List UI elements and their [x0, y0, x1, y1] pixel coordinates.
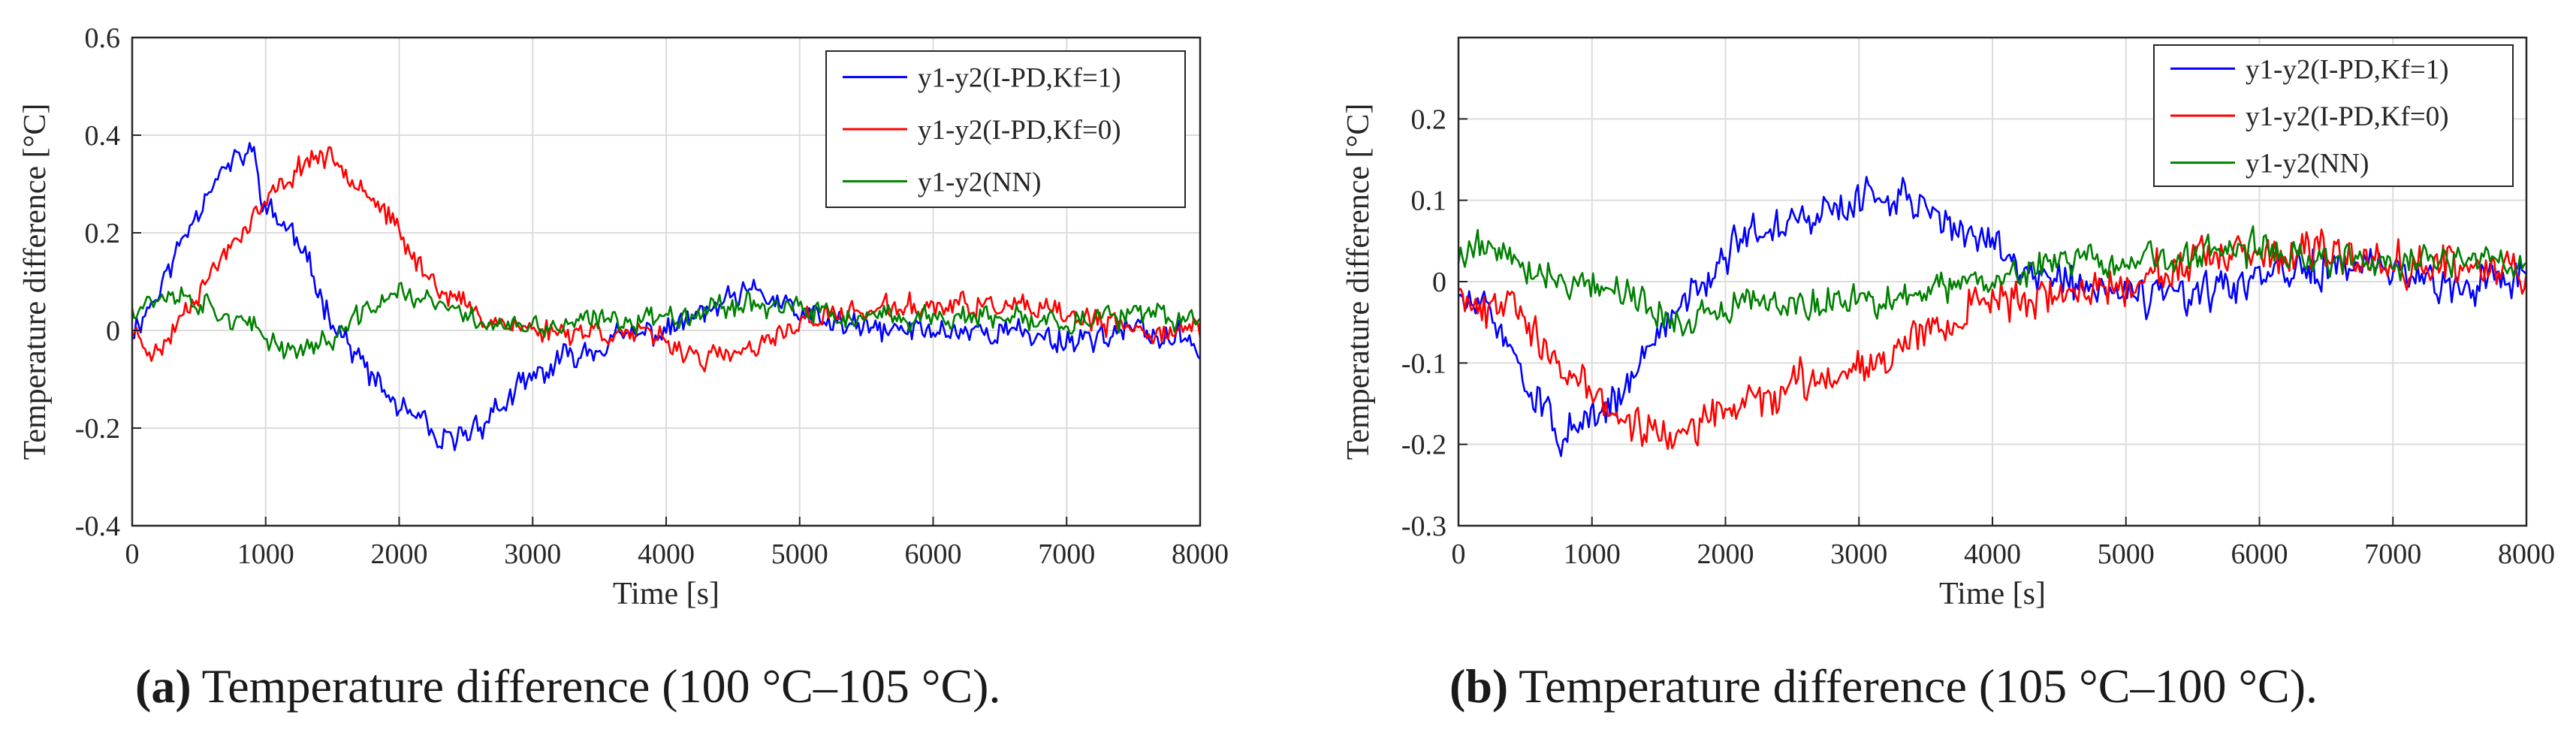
series-line-3: [1457, 225, 2527, 337]
series-line-1: [131, 142, 1201, 451]
y-tick-label: -0.4: [75, 511, 120, 542]
series-line-2: [1458, 228, 2528, 451]
x-tick-label: 0: [1452, 538, 1466, 570]
x-tick-label: 1000: [237, 538, 294, 570]
y-tick-label: 0: [106, 315, 120, 347]
caption-b-letter: (b): [1449, 659, 1508, 713]
x-tick-label: 6000: [905, 538, 962, 570]
y-tick-label: 0.2: [85, 218, 121, 249]
y-tick-label: 0.4: [85, 120, 121, 152]
legend: y1-y2(I-PD,Kf=1) y1-y2(I-PD,Kf=0) y1-y2(NN…: [825, 50, 1186, 208]
y-tick-label: -0.2: [1401, 430, 1446, 461]
y-tick-label: 0.6: [85, 23, 121, 54]
x-tick-label: 7000: [1038, 538, 1095, 570]
x-tick-label: 5000: [2098, 538, 2155, 570]
caption-a-letter: (a): [135, 659, 192, 713]
caption-a-text: Temperature difference (100 °C–105 °C).: [202, 659, 1001, 713]
caption-a: (a) Temperature difference (100 °C–105 °C…: [135, 659, 1000, 713]
x-tick-label: 2000: [371, 538, 428, 570]
legend-label-2: y1-y2(I-PD,Kf=0): [2246, 101, 2449, 132]
y-tick-label: -0.1: [1401, 348, 1446, 379]
series-line-2: [131, 146, 1202, 373]
x-tick-label: 0: [125, 538, 140, 570]
series-line-3: [131, 282, 1202, 360]
x-tick-label: 8000: [1172, 538, 1229, 570]
x-tick-label: 5000: [771, 538, 828, 570]
caption-b-text: Temperature difference (105 °C–100 °C).: [1519, 659, 2318, 713]
legend-label-2: y1-y2(I-PD,Kf=0): [918, 115, 1121, 146]
x-tick-label: 7000: [2364, 538, 2421, 570]
x-tick-label: 4000: [1964, 538, 2021, 570]
legend-label-3: y1-y2(NN): [2246, 149, 2369, 179]
legend-label-3: y1-y2(NN): [918, 167, 1041, 198]
x-tick-label: 2000: [1697, 538, 1754, 570]
legend-label-1: y1-y2(I-PD,Kf=1): [918, 63, 1121, 94]
y-tick-label: -0.2: [75, 413, 120, 445]
legend-label-1: y1-y2(I-PD,Kf=1): [2246, 54, 2449, 85]
x-tick-label: 3000: [504, 538, 561, 570]
y-tick-label: 0: [1432, 267, 1446, 298]
x-tick-label: 6000: [2231, 538, 2288, 570]
y-tick-label: 0.1: [1411, 186, 1447, 217]
x-axis-label: Time [s]: [1939, 577, 2046, 611]
x-tick-label: 4000: [638, 538, 695, 570]
y-axis-label: Temperature difference [°C]: [1341, 104, 1376, 460]
series-line-1: [1458, 176, 2527, 457]
x-axis-label: Time [s]: [613, 577, 719, 611]
y-tick-label: 0.2: [1411, 104, 1447, 135]
y-tick-label: -0.3: [1401, 511, 1446, 542]
chart-panel-b: 0 1000 2000 3000 4000 5000 6000 7000 8000 -0.3 -0.…: [1341, 36, 2555, 611]
x-tick-label: 3000: [1830, 538, 1887, 570]
chart-panel-a: 0 1000 2000 3000 4000 5000 6000 7000 8000 -0.4 -0.…: [18, 23, 1229, 611]
x-tick-label: 1000: [1564, 538, 1621, 570]
caption-b: (b) Temperature difference (105 °C–100 °C…: [1449, 659, 2318, 713]
x-tick-label: 8000: [2498, 538, 2555, 570]
legend: y1-y2(I-PD,Kf=1) y1-y2(I-PD,Kf=0) y1-y2(NN…: [2153, 44, 2514, 187]
y-axis-label: Temperature difference [°C]: [18, 104, 53, 460]
